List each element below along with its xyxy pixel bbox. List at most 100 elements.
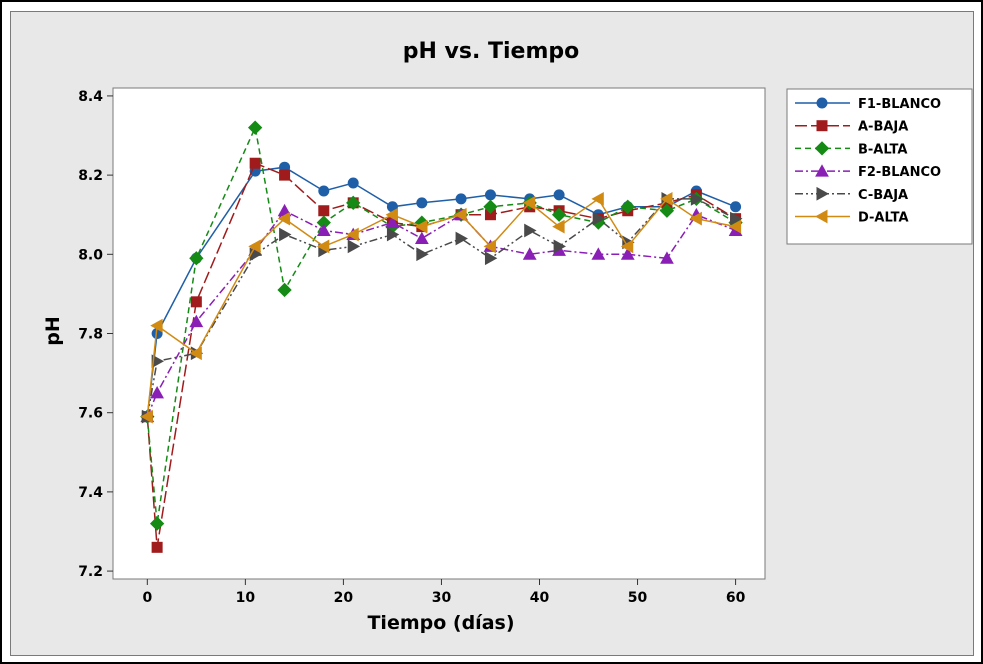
y-tick-label: 7.4 <box>78 485 103 501</box>
legend-marker <box>816 120 828 132</box>
data-point <box>151 354 164 369</box>
data-point <box>660 191 673 206</box>
y-tick-label: 8.4 <box>78 89 103 105</box>
legend-marker <box>815 209 828 224</box>
data-point <box>524 223 537 238</box>
x-tick-label: 30 <box>432 590 452 606</box>
data-point <box>728 219 742 234</box>
legend-item: F1-BLANCO <box>795 97 941 112</box>
series-line <box>146 209 736 417</box>
data-point <box>414 215 429 230</box>
data-point <box>522 195 536 210</box>
legend-marker <box>814 141 830 156</box>
legend-item: F2-BLANCO <box>795 164 941 180</box>
data-point <box>553 189 565 201</box>
y-tick-label: 8.0 <box>78 247 103 263</box>
x-tick-label: 40 <box>530 590 550 606</box>
data-point <box>455 193 467 205</box>
data-point <box>659 203 675 218</box>
data-point <box>277 211 291 226</box>
x-tick-label: 10 <box>236 590 256 606</box>
data-point <box>484 189 496 201</box>
data-point <box>454 207 467 222</box>
legend-box <box>786 88 973 245</box>
x-tick-label: 60 <box>726 590 746 606</box>
data-point <box>140 409 153 424</box>
series-line <box>146 198 736 417</box>
data-point <box>149 516 165 531</box>
plot-area <box>112 87 766 580</box>
legend-item: A-BAJA <box>795 120 908 135</box>
data-point <box>660 251 674 264</box>
data-point <box>385 215 400 229</box>
x-tick-label: 20 <box>334 590 354 606</box>
data-point <box>346 195 361 210</box>
data-point <box>689 211 702 226</box>
legend-label: A-BAJA <box>858 120 908 135</box>
data-point <box>414 231 429 244</box>
y-tick-label: 7.8 <box>78 327 103 343</box>
data-point <box>318 185 330 197</box>
data-point <box>189 314 204 328</box>
data-point <box>279 169 291 181</box>
data-point <box>620 239 634 254</box>
data-point <box>249 157 261 169</box>
data-point <box>416 197 428 209</box>
data-point <box>455 231 468 246</box>
data-point <box>416 247 429 262</box>
legend-label: D-ALTA <box>858 211 909 226</box>
data-point <box>690 191 704 206</box>
legend: F1-BLANCO A-BAJA B-ALTA F2-BLANCO C-BAJA D-AL… <box>795 97 941 226</box>
data-point <box>730 201 742 213</box>
axes: 0 10 20 30 40 50 60 7.2 7.4 7.6 7.8 8.0 8.2 8.4 <box>78 89 745 606</box>
data-point <box>279 227 292 242</box>
data-point <box>386 227 400 242</box>
x-tick-label: 0 <box>142 590 152 606</box>
data-point <box>277 282 292 298</box>
data-point <box>189 346 202 361</box>
legend-item: C-BAJA <box>795 186 908 203</box>
chart-title: pH vs. Tiempo <box>403 39 580 64</box>
legend-label: F1-BLANCO <box>858 97 941 112</box>
legend-item: B-ALTA <box>795 141 907 157</box>
data-point <box>347 239 361 254</box>
data-point <box>553 239 566 254</box>
data-point <box>189 251 204 266</box>
data-point <box>661 197 673 209</box>
legend-label: C-BAJA <box>858 188 908 203</box>
data-point <box>483 199 498 214</box>
series-line <box>146 125 736 524</box>
legend-label: B-ALTA <box>858 142 907 157</box>
data-point <box>484 251 498 266</box>
data-point <box>522 247 537 260</box>
data-point <box>414 219 428 234</box>
legend-marker <box>816 186 829 201</box>
data-point <box>150 386 164 399</box>
data-point <box>151 541 163 553</box>
data-point <box>316 239 330 254</box>
legend-label: F2-BLANCO <box>858 165 941 180</box>
y-tick-label: 8.2 <box>78 168 103 184</box>
data-point <box>316 223 331 237</box>
data-point <box>730 211 743 226</box>
x-axis-title: Tiempo (días) <box>367 612 514 634</box>
y-axis-title: pH <box>42 316 64 346</box>
data-point <box>347 177 359 189</box>
data-point <box>346 227 359 242</box>
data-point <box>551 207 567 222</box>
y-tick-label: 7.2 <box>78 564 103 580</box>
data-point <box>484 209 496 221</box>
data-point <box>248 239 261 254</box>
data-point <box>620 199 635 214</box>
data-point <box>248 120 263 135</box>
data-point <box>150 318 163 333</box>
data-point <box>316 215 331 230</box>
data-point <box>620 247 635 260</box>
y-tick-label: 7.6 <box>78 406 103 422</box>
series-layer <box>140 120 743 553</box>
x-tick-label: 50 <box>628 590 648 606</box>
data-point <box>591 247 606 260</box>
legend-marker <box>815 164 829 177</box>
data-point <box>591 191 604 206</box>
